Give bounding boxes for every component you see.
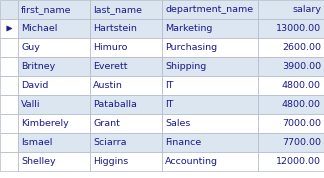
Bar xyxy=(258,76,324,95)
Text: Shelley: Shelley xyxy=(21,157,56,166)
Text: Britney: Britney xyxy=(21,62,55,71)
Text: Guy: Guy xyxy=(21,43,40,52)
Bar xyxy=(18,19,90,38)
Bar xyxy=(258,133,324,152)
Bar xyxy=(18,95,90,114)
Bar xyxy=(18,0,90,19)
Bar xyxy=(90,95,162,114)
Bar xyxy=(90,57,162,76)
Bar xyxy=(258,57,324,76)
Bar xyxy=(0,95,18,114)
Bar xyxy=(90,133,162,152)
Text: salary: salary xyxy=(292,5,321,14)
Text: IT: IT xyxy=(165,100,173,109)
Text: Austin: Austin xyxy=(93,81,123,90)
Text: Pataballa: Pataballa xyxy=(93,100,137,109)
Bar xyxy=(90,38,162,57)
Bar xyxy=(90,114,162,133)
Bar xyxy=(258,0,324,19)
Text: Marketing: Marketing xyxy=(165,24,212,33)
Text: 13000.00: 13000.00 xyxy=(276,24,321,33)
Bar xyxy=(162,19,258,38)
Text: Sciarra: Sciarra xyxy=(93,138,126,147)
Bar xyxy=(18,114,90,133)
Bar xyxy=(18,152,90,171)
Bar xyxy=(162,133,258,152)
Bar xyxy=(162,0,258,19)
Text: department_name: department_name xyxy=(165,5,253,14)
Bar xyxy=(258,38,324,57)
Text: David: David xyxy=(21,81,48,90)
Text: last_name: last_name xyxy=(93,5,142,14)
Text: Grant: Grant xyxy=(93,119,120,128)
Bar xyxy=(0,114,18,133)
Text: Finance: Finance xyxy=(165,138,201,147)
Bar xyxy=(162,114,258,133)
Bar xyxy=(18,38,90,57)
Bar xyxy=(258,19,324,38)
Text: 12000.00: 12000.00 xyxy=(276,157,321,166)
Bar xyxy=(0,57,18,76)
Bar xyxy=(18,57,90,76)
Text: Himuro: Himuro xyxy=(93,43,127,52)
Text: 7700.00: 7700.00 xyxy=(282,138,321,147)
Bar xyxy=(0,152,18,171)
Text: 4800.00: 4800.00 xyxy=(282,81,321,90)
Text: 2600.00: 2600.00 xyxy=(282,43,321,52)
Text: 7000.00: 7000.00 xyxy=(282,119,321,128)
Bar xyxy=(0,0,18,19)
Bar xyxy=(18,76,90,95)
Text: Michael: Michael xyxy=(21,24,57,33)
Text: Kimberely: Kimberely xyxy=(21,119,69,128)
Bar xyxy=(162,57,258,76)
Bar xyxy=(0,19,18,38)
Text: Sales: Sales xyxy=(165,119,191,128)
Bar xyxy=(162,76,258,95)
Bar xyxy=(162,95,258,114)
Bar xyxy=(258,95,324,114)
Bar xyxy=(90,76,162,95)
Bar xyxy=(18,133,90,152)
Text: IT: IT xyxy=(165,81,173,90)
Text: first_name: first_name xyxy=(21,5,72,14)
Bar xyxy=(162,38,258,57)
Bar xyxy=(0,133,18,152)
Text: Accounting: Accounting xyxy=(165,157,218,166)
Bar xyxy=(0,38,18,57)
Text: Shipping: Shipping xyxy=(165,62,206,71)
Bar xyxy=(258,114,324,133)
Text: Purchasing: Purchasing xyxy=(165,43,217,52)
Text: Higgins: Higgins xyxy=(93,157,128,166)
Bar xyxy=(258,152,324,171)
Text: Valli: Valli xyxy=(21,100,40,109)
Text: 3900.00: 3900.00 xyxy=(282,62,321,71)
Bar xyxy=(90,19,162,38)
Text: Hartstein: Hartstein xyxy=(93,24,137,33)
Polygon shape xyxy=(7,26,12,31)
Bar xyxy=(90,152,162,171)
Text: Everett: Everett xyxy=(93,62,128,71)
Bar xyxy=(0,76,18,95)
Bar xyxy=(90,0,162,19)
Text: 4800.00: 4800.00 xyxy=(282,100,321,109)
Text: Ismael: Ismael xyxy=(21,138,52,147)
Bar xyxy=(162,152,258,171)
